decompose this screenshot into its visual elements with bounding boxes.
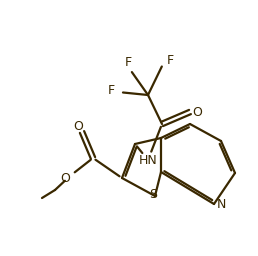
Text: HN: HN — [139, 154, 157, 166]
Text: N: N — [216, 198, 226, 211]
Text: O: O — [192, 105, 202, 119]
Text: O: O — [73, 121, 83, 133]
Text: F: F — [107, 84, 115, 98]
Text: S: S — [149, 188, 157, 201]
Text: F: F — [124, 57, 132, 69]
Text: O: O — [60, 172, 70, 185]
Text: F: F — [166, 54, 174, 67]
